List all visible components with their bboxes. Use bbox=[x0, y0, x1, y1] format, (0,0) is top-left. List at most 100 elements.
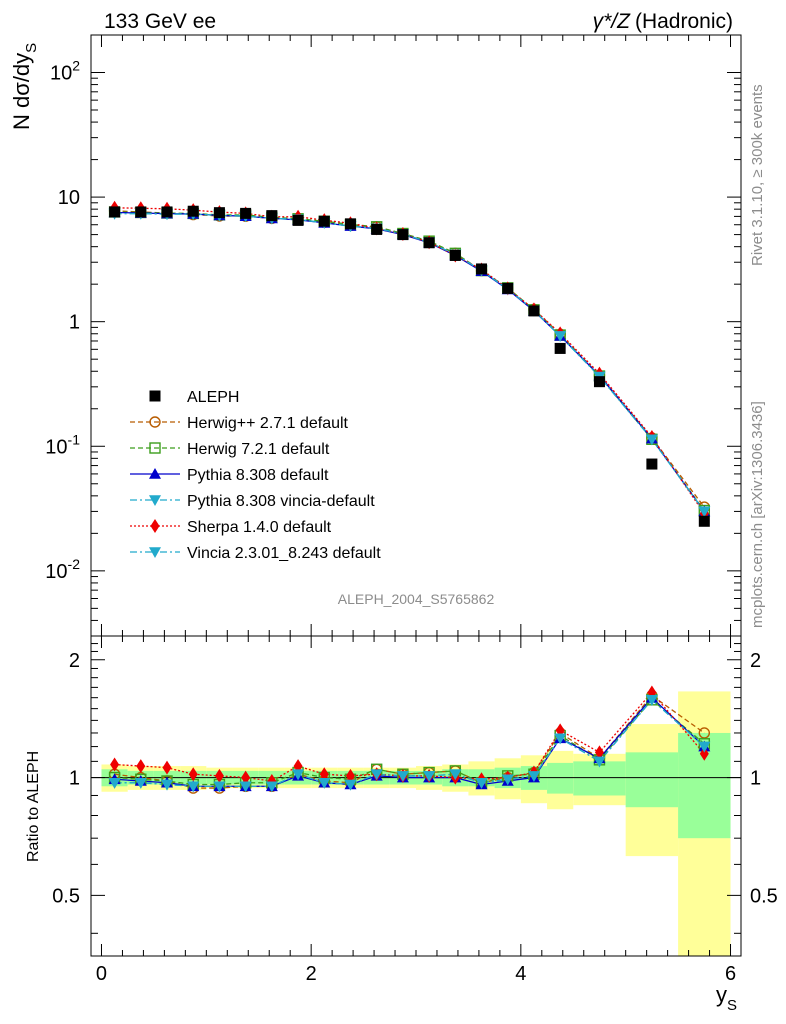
data-point bbox=[397, 229, 409, 241]
series-point-ratio-4 bbox=[110, 757, 120, 772]
legend-marker-2 bbox=[149, 468, 161, 479]
series-point-ratio-4 bbox=[699, 746, 709, 761]
legend-label-2: Pythia 8.308 default bbox=[187, 467, 329, 484]
data-point bbox=[292, 214, 304, 226]
series-line-top-1 bbox=[114, 211, 705, 511]
y-tick-label: 102 bbox=[50, 58, 80, 85]
legend-marker-3 bbox=[149, 495, 161, 506]
ratio-tick-label: 2 bbox=[69, 650, 80, 672]
legend-label-5: Vincia 2.3.01_8.243 default bbox=[187, 545, 381, 562]
series-point-ratio-5 bbox=[475, 777, 488, 789]
series-point-ratio-5 bbox=[213, 781, 226, 793]
y-tick-exponent: 2 bbox=[72, 58, 80, 74]
y-tick-label: 1 bbox=[69, 312, 80, 334]
data-point bbox=[213, 207, 225, 219]
series-point-ratio-0 bbox=[698, 727, 711, 739]
series-line-top-5 bbox=[114, 212, 705, 512]
series-markers bbox=[108, 200, 711, 794]
series-point-ratio-4 bbox=[162, 760, 172, 775]
series-point-ratio-5 bbox=[593, 756, 606, 768]
legend-marker-5 bbox=[149, 547, 161, 558]
x-tick-label: 0 bbox=[96, 963, 107, 985]
data-point bbox=[502, 282, 514, 294]
x-axis-label-sub: S bbox=[727, 997, 737, 1014]
x-axis-label: yS bbox=[716, 982, 737, 1014]
legend-marker-4 bbox=[150, 519, 160, 533]
data-point bbox=[528, 305, 540, 317]
series-point-ratio-5 bbox=[239, 781, 252, 793]
x-tick-label: 6 bbox=[725, 963, 736, 985]
series-point-ratio-5 bbox=[265, 781, 278, 793]
y-tick-label: 10 bbox=[58, 187, 80, 209]
data-point bbox=[240, 207, 252, 219]
data-point bbox=[344, 218, 356, 230]
legend-label-1: Herwig 7.2.1 default bbox=[187, 441, 330, 458]
series-point-ratio-5 bbox=[449, 769, 462, 781]
legend-label-3: Pythia 8.308 vincia-default bbox=[187, 493, 375, 510]
data-point bbox=[593, 376, 605, 388]
ratio-tick-label-right: 1 bbox=[750, 768, 761, 790]
legend-label-0: Herwig++ 2.7.1 default bbox=[187, 415, 349, 432]
mcplots-credit: mcplots.cern.ch [arXiv:1306.3436] bbox=[749, 401, 766, 628]
header-left: 133 GeV ee bbox=[104, 10, 216, 33]
series-line-top-0 bbox=[114, 210, 705, 508]
legend-marker-1 bbox=[149, 442, 161, 454]
series-point-ratio-5 bbox=[161, 779, 174, 791]
axis-ticks: 0 2 4 6 10-2 10-1 1 10 102 0.5 0.5 1 1 2 2 bbox=[45, 34, 778, 985]
ratio-tick-label-right: 0.5 bbox=[750, 885, 778, 907]
series-point-ratio-5 bbox=[396, 771, 409, 782]
legend-label-data: ALEPH bbox=[187, 389, 239, 406]
series-point-ratio-5 bbox=[527, 771, 540, 782]
series-point-ratio-5 bbox=[554, 733, 567, 745]
rivet-version: Rivet 3.1.10, ≥ 300k events bbox=[749, 84, 766, 266]
data-point bbox=[109, 206, 121, 218]
header-right-symbol: γ*/Z bbox=[593, 10, 632, 33]
series-line-ratio-0 bbox=[114, 694, 705, 789]
legend-label-4: Sherpa 1.4.0 default bbox=[187, 519, 332, 536]
series-point-ratio-5 bbox=[423, 771, 436, 782]
data-point bbox=[161, 206, 173, 218]
series-point-top-5 bbox=[554, 331, 567, 342]
ratio-tick-label: 1 bbox=[69, 768, 80, 790]
data-point bbox=[698, 515, 710, 527]
series-point-ratio-5 bbox=[370, 769, 383, 781]
series-point-ratio-4 bbox=[345, 768, 355, 783]
stat-uncertainty-band bbox=[625, 752, 679, 808]
y-tick-exponent: -2 bbox=[68, 556, 81, 572]
series-point-ratio-5 bbox=[108, 777, 121, 789]
y-tick-label: 10-1 bbox=[45, 431, 80, 458]
header-right-text: (Hadronic) bbox=[635, 10, 733, 33]
y-tick-exponent: -1 bbox=[68, 431, 81, 447]
ratio-y-axis-label: Ratio to ALEPH bbox=[25, 751, 42, 862]
x-tick-label: 4 bbox=[515, 963, 526, 985]
ratio-uncertainty-bands bbox=[101, 691, 731, 956]
analysis-id: ALEPH_2004_S5765862 bbox=[338, 591, 495, 607]
data-point bbox=[371, 223, 383, 235]
series-point-top-5 bbox=[645, 434, 658, 446]
series-point-ratio-5 bbox=[501, 774, 514, 786]
stat-uncertainty-band bbox=[547, 762, 574, 794]
series-point-ratio-5 bbox=[645, 695, 658, 706]
x-tick-label: 2 bbox=[306, 963, 317, 985]
series-point-ratio-5 bbox=[187, 781, 200, 793]
series-point-ratio-4 bbox=[188, 767, 198, 782]
series-point-ratio-4 bbox=[319, 767, 329, 782]
series-point-ratio-5 bbox=[318, 777, 331, 789]
legend: ALEPH Herwig++ 2.7.1 default Herwig 7.2.1 … bbox=[130, 389, 381, 562]
header-right: γ*/Z (Hadronic) bbox=[593, 10, 733, 33]
series-point-top-5 bbox=[698, 506, 711, 518]
data-point bbox=[449, 249, 461, 261]
data-point bbox=[135, 206, 147, 218]
series-point-ratio-5 bbox=[134, 777, 147, 789]
series-point-ratio-4 bbox=[136, 759, 146, 774]
data-point bbox=[554, 342, 566, 354]
legend-marker-0 bbox=[149, 416, 161, 428]
data-point bbox=[318, 215, 330, 227]
ratio-tick-label: 0.5 bbox=[52, 885, 80, 907]
ratio-tick-label-right: 2 bbox=[750, 650, 761, 672]
y-axis-label-sub: S bbox=[23, 43, 40, 53]
legend-marker-data bbox=[149, 390, 161, 402]
series-point-ratio-5 bbox=[344, 779, 357, 791]
series-point-ratio-5 bbox=[698, 741, 711, 753]
